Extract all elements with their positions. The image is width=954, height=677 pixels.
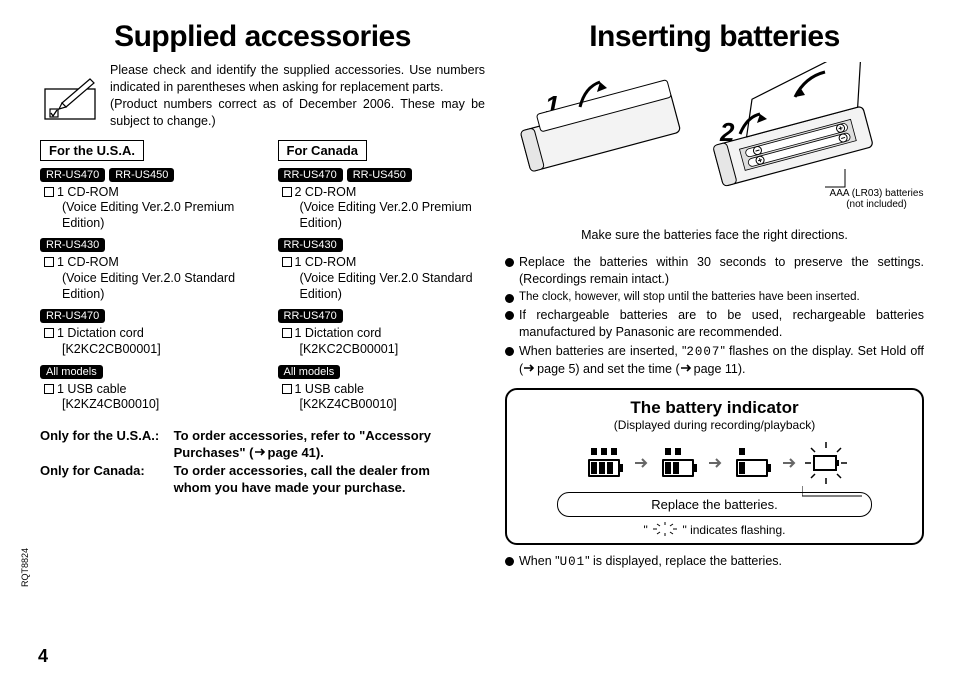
arrow-right-icon (707, 457, 723, 469)
battery-empty-flash-icon (803, 440, 849, 486)
diagram-caption: Make sure the batteries face the right d… (505, 228, 924, 242)
intro-line1: Please check and identify the supplied a… (110, 63, 485, 94)
bullet-item: When "U01" is displayed, replace the bat… (505, 553, 924, 571)
checkbox-icon (282, 384, 292, 394)
flash-note: " " indicates flashing. (517, 521, 912, 537)
checkbox-icon (282, 187, 292, 197)
aaa-note: AAA (LR03) batteries(not included) (829, 188, 924, 210)
pill: All models (40, 365, 103, 379)
list-item: 1 CD-ROM(Voice Editing Ver.2.0 Standard … (282, 255, 486, 302)
pill: RR-US470 (40, 309, 105, 323)
order-usa-text: To order accessories, refer to "Accessor… (174, 427, 454, 462)
indicator-sub: (Displayed during recording/playback) (517, 418, 912, 432)
list-item: 1 USB cable[K2KZ4CB00010] (282, 382, 486, 413)
list-item: 2 CD-ROM(Voice Editing Ver.2.0 Premium E… (282, 185, 486, 232)
pill: RR-US430 (278, 238, 343, 252)
seg7-text: U01 (560, 555, 586, 569)
arrow-right-icon (523, 363, 537, 373)
region-header-usa: For the U.S.A. (40, 140, 144, 161)
last-bullet: When "U01" is displayed, replace the bat… (505, 553, 924, 571)
flash-small-icon (651, 521, 679, 537)
battery-diagram: 1 2 3 (505, 62, 924, 222)
supplied-accessories-section: Supplied accessories Please check and id… (40, 20, 485, 667)
bullet-item: Replace the batteries within 30 seconds … (505, 254, 924, 288)
bullet-item: The clock, however, will stop until the … (505, 290, 924, 306)
region-canada: For Canada RR-US470 RR-US450 2 CD-ROM(Voi… (278, 140, 486, 417)
order-can-text: To order accessories, call the dealer fr… (174, 462, 454, 497)
checklist-pencil-icon (40, 62, 100, 130)
order-can-label: Only for Canada: (40, 462, 170, 480)
pill: RR-US470 (278, 309, 343, 323)
region-usa: For the U.S.A. RR-US470 RR-US450 1 CD-ROM… (40, 140, 248, 417)
page-number: 4 (38, 646, 48, 667)
inserting-batteries-section: Inserting batteries 1 2 3 (505, 20, 924, 667)
checkbox-icon (282, 328, 292, 338)
battery-bullets: Replace the batteries within 30 seconds … (505, 254, 924, 378)
arrow-right-icon (254, 447, 268, 457)
region-header-canada: For Canada (278, 140, 368, 161)
arrow-right-icon (781, 457, 797, 469)
bullet-item: If rechargeable batteries are to be used… (505, 307, 924, 341)
pill: All models (278, 365, 341, 379)
battery-level-row (517, 440, 912, 486)
battery-one-icon (729, 440, 775, 486)
list-item: 1 CD-ROM(Voice Editing Ver.2.0 Standard … (44, 255, 248, 302)
side-code: RQT8824 (20, 548, 30, 587)
list-item: 1 USB cable[K2KZ4CB00010] (44, 382, 248, 413)
checkbox-icon (44, 187, 54, 197)
arrow-right-icon (680, 363, 694, 373)
pill: RR-US450 (109, 168, 174, 182)
pill: RR-US470 (278, 168, 343, 182)
arrow-right-icon (633, 457, 649, 469)
callout-line-icon (802, 484, 872, 498)
order-notes: Only for the U.S.A.: To order accessorie… (40, 427, 485, 497)
list-item: 1 CD-ROM(Voice Editing Ver.2.0 Premium E… (44, 185, 248, 232)
intro-text: Please check and identify the supplied a… (110, 62, 485, 130)
pill: RR-US450 (347, 168, 412, 182)
pill: RR-US430 (40, 238, 105, 252)
checkbox-icon (44, 257, 54, 267)
regions-container: For the U.S.A. RR-US470 RR-US450 1 CD-ROM… (40, 140, 485, 417)
order-usa-label: Only for the U.S.A.: (40, 427, 170, 445)
checkbox-icon (44, 384, 54, 394)
supplied-title: Supplied accessories (40, 20, 485, 54)
checkbox-icon (44, 328, 54, 338)
intro-line2: (Product numbers correct as of December … (110, 97, 485, 128)
inserting-title: Inserting batteries (505, 20, 924, 54)
intro-row: Please check and identify the supplied a… (40, 62, 485, 130)
battery-two-icon (655, 440, 701, 486)
indicator-title: The battery indicator (517, 398, 912, 418)
battery-full-icon (581, 440, 627, 486)
pill: RR-US470 (40, 168, 105, 182)
list-item: 1 Dictation cord[K2KC2CB00001] (44, 326, 248, 357)
battery-indicator-box: The battery indicator (Displayed during … (505, 388, 924, 545)
checkbox-icon (282, 257, 292, 267)
list-item: 1 Dictation cord[K2KC2CB00001] (282, 326, 486, 357)
bullet-item: When batteries are inserted, "2007" flas… (505, 343, 924, 378)
seg7-text: 2007 (686, 345, 720, 359)
